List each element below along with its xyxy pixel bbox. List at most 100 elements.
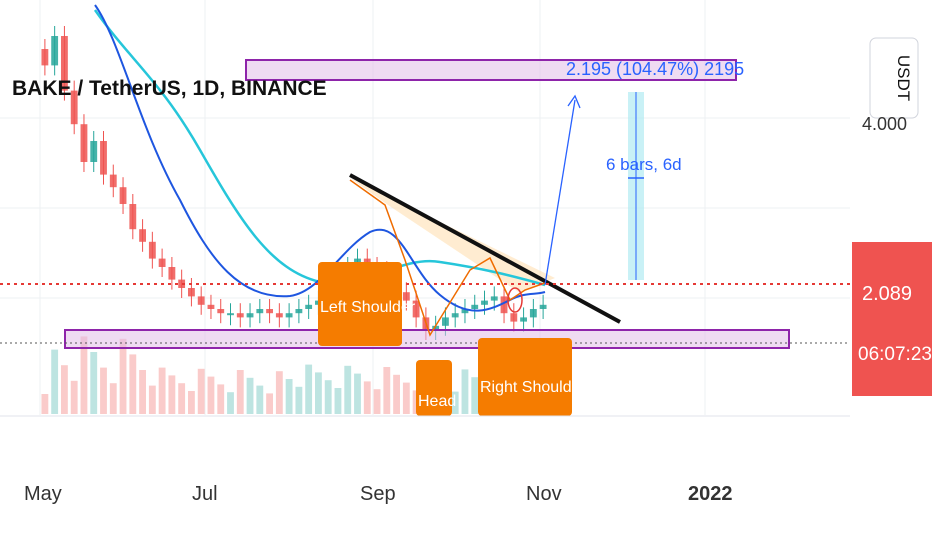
rs-marker <box>507 287 523 313</box>
volume-bar <box>471 377 479 414</box>
candle <box>178 279 186 288</box>
candle <box>490 296 498 301</box>
candle <box>471 304 479 309</box>
candle <box>148 241 156 259</box>
x-tick-may: May <box>24 483 62 505</box>
ma-slow-line <box>93 9 546 287</box>
candle <box>100 141 107 175</box>
left-shoulder-label: Left Shoulder <box>320 299 416 316</box>
volume-bar <box>344 365 352 414</box>
candle <box>500 296 508 314</box>
volume-bar <box>188 391 195 414</box>
volume-bar <box>178 383 186 414</box>
volume-bar <box>148 385 156 414</box>
candle <box>139 229 146 242</box>
x-tick-nov: Nov <box>526 483 562 505</box>
candle <box>168 267 176 280</box>
volume-bar <box>246 377 254 414</box>
price-tick-4000: 4.000 <box>862 114 907 134</box>
candle <box>236 313 244 318</box>
volume-bar <box>227 392 234 414</box>
volume-bar <box>363 381 371 414</box>
right-shoulder-box[interactable] <box>478 338 572 416</box>
candle <box>129 204 137 230</box>
last-price-badge <box>852 242 932 396</box>
bars-label: 6 bars, 6d <box>606 155 682 174</box>
descending-trendline[interactable] <box>349 173 621 324</box>
currency-button[interactable] <box>869 37 919 119</box>
volume-bar <box>139 370 146 414</box>
volume-bar <box>285 379 293 414</box>
head-box[interactable] <box>416 360 452 416</box>
candle <box>266 309 273 314</box>
candle <box>529 309 537 318</box>
candle <box>51 36 59 66</box>
volume-bar <box>80 336 88 414</box>
volume-bar <box>119 338 127 414</box>
candle <box>461 309 469 314</box>
volume-bar <box>295 386 303 414</box>
candle <box>227 313 234 316</box>
candle <box>481 300 488 305</box>
volume-bar <box>158 367 166 414</box>
candle <box>197 296 205 305</box>
volume-bar <box>256 385 264 414</box>
candle <box>510 313 518 322</box>
volume-bar <box>451 391 459 414</box>
volume-bar <box>305 364 313 414</box>
volume-bar <box>168 375 176 414</box>
candle <box>207 304 215 309</box>
volume-bar <box>90 352 98 414</box>
support-zone[interactable] <box>64 329 790 349</box>
candle <box>539 304 547 309</box>
candle <box>217 309 225 314</box>
volume-bar <box>315 372 322 414</box>
candle <box>41 49 49 66</box>
candle <box>158 258 166 267</box>
volume-bar <box>41 394 49 414</box>
volume-bar <box>197 368 205 414</box>
candle <box>412 300 420 318</box>
triangle-fill <box>350 178 555 293</box>
candle <box>295 309 303 314</box>
volume-bar <box>324 380 332 414</box>
countdown-value: 06:07:23 <box>858 344 932 365</box>
volume-bar <box>217 384 225 414</box>
volume-bar <box>51 349 59 414</box>
volume-bar <box>275 371 283 414</box>
x-tick-jul: Jul <box>192 483 218 505</box>
candle <box>70 90 78 125</box>
candle <box>402 292 410 301</box>
candle <box>119 187 127 204</box>
x-tick-2022: 2022 <box>688 483 733 505</box>
head-label: Head <box>418 393 456 410</box>
target-label: 2.195 (104.47%) 2195 <box>566 59 744 79</box>
candle <box>442 317 449 326</box>
ma-fast-line <box>94 4 546 312</box>
candle <box>61 36 68 91</box>
volume-bar <box>100 367 107 414</box>
volume-bar <box>207 376 215 414</box>
volume-bar <box>461 369 469 414</box>
candle <box>520 317 527 322</box>
volume-bar <box>402 382 410 414</box>
volume-bar <box>109 383 117 414</box>
volume-bar <box>383 367 391 414</box>
candle <box>80 124 88 162</box>
last-price-value: 2.089 <box>862 283 912 305</box>
volume-bar <box>354 373 361 414</box>
volume-bar <box>61 365 68 414</box>
left-shoulder-box[interactable] <box>318 262 402 346</box>
volume-bar <box>129 354 137 414</box>
volume-bar <box>236 370 244 414</box>
candle <box>285 313 293 318</box>
candle <box>305 304 313 309</box>
right-shoulder-label: Right Shoulder <box>480 379 587 396</box>
x-tick-sep: Sep <box>360 483 396 505</box>
volume-bar <box>70 380 78 414</box>
currency-label: USDT <box>894 55 913 101</box>
resistance-zone[interactable] <box>245 59 737 81</box>
volume-bar <box>373 389 381 414</box>
symbol-title: BAKE / TetherUS, 1D, BINANCE <box>12 77 327 100</box>
